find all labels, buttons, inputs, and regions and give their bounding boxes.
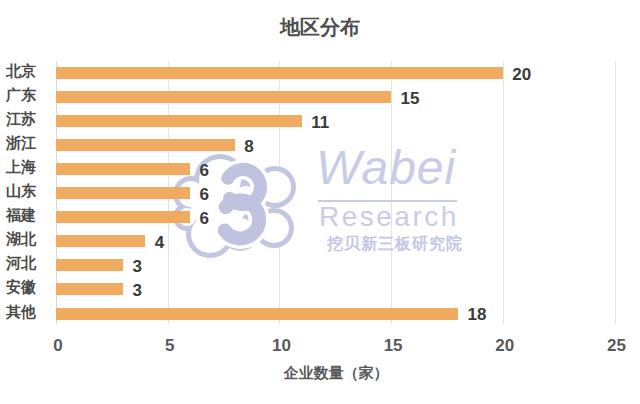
category-label: 广东	[0, 87, 36, 102]
bar-chart: 地区分布 0510152025	[0, 0, 640, 404]
category-label: 其他	[0, 304, 36, 319]
watermark-cn-text: 挖贝新三板研究院	[327, 236, 497, 252]
category-label: 江苏	[0, 111, 36, 126]
category-label: 湖北	[0, 231, 36, 246]
value-label: 20	[512, 66, 531, 83]
bar-福建[interactable]	[56, 211, 190, 223]
watermark: Wabei Research 挖贝新三板研究院	[0, 0, 640, 404]
bar-广东[interactable]	[56, 91, 391, 103]
category-label: 浙江	[0, 135, 36, 150]
value-label: 15	[401, 90, 420, 107]
value-label: 6	[200, 186, 209, 203]
bar-湖北[interactable]	[56, 235, 145, 247]
value-label: 6	[200, 162, 209, 179]
category-label: 安徽	[0, 279, 36, 294]
value-label: 6	[200, 210, 209, 227]
category-label: 上海	[0, 159, 36, 174]
value-label: 11	[311, 114, 329, 131]
value-label: 18	[468, 306, 487, 323]
category-label: 福建	[0, 207, 36, 222]
bar-河北[interactable]	[56, 259, 123, 271]
bar-山东[interactable]	[56, 187, 190, 199]
bar-江苏[interactable]	[56, 115, 302, 127]
value-label: 4	[155, 234, 164, 251]
value-label: 8	[244, 138, 253, 155]
category-label: 北京	[0, 63, 36, 78]
bar-其他[interactable]	[56, 308, 458, 320]
bar-北京[interactable]	[56, 67, 503, 79]
bar-浙江[interactable]	[56, 139, 235, 151]
bar-上海[interactable]	[56, 163, 190, 175]
category-label: 河北	[0, 255, 36, 270]
bar-安徽[interactable]	[56, 283, 123, 295]
x-axis-title: 企业数量（家）	[216, 365, 456, 380]
value-label: 3	[133, 282, 142, 299]
value-label: 3	[133, 258, 142, 275]
watermark-research-text: Research	[319, 200, 489, 234]
category-label: 山东	[0, 183, 36, 198]
watermark-brand-text: Wabei	[316, 144, 486, 192]
